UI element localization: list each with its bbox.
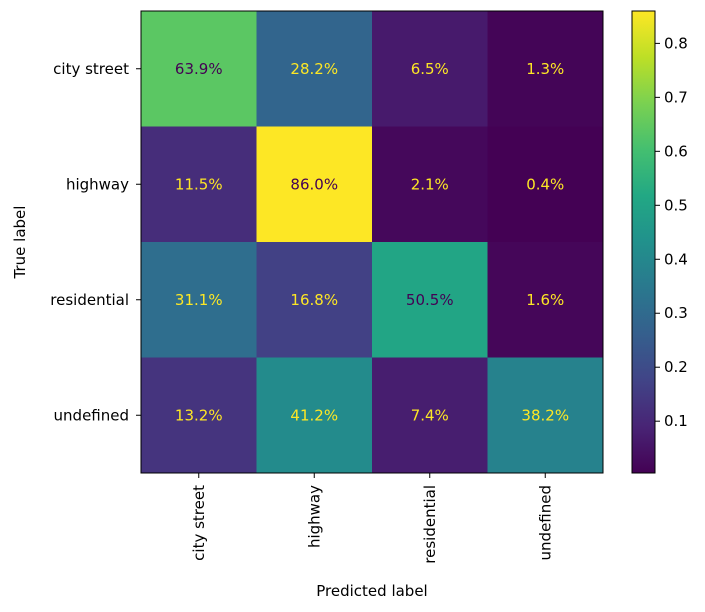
cell-value-label: 11.5% — [175, 175, 223, 193]
heatmap-cell — [372, 242, 488, 358]
heatmap-cell — [372, 126, 488, 243]
heatmap-cell — [487, 126, 604, 243]
x-tick-label: city street — [190, 485, 208, 561]
cell-value-label: 2.1% — [411, 175, 449, 193]
heatmap-cell — [487, 357, 604, 474]
colorbar-ticks: 0.1 0.2 0.3 0.4 0.5 0.6 0.7 0.8 — [655, 34, 688, 430]
heatmap-cell — [141, 126, 257, 243]
cell-value-label: 41.2% — [290, 406, 338, 424]
cell-value-label: 86.0% — [290, 175, 338, 193]
y-axis-ticks: city street highway residential undefined — [50, 60, 141, 424]
cell-value-label: 38.2% — [521, 406, 569, 424]
x-tick-label: highway — [305, 485, 323, 548]
heatmap-cell — [256, 11, 373, 127]
cell-value-label: 63.9% — [175, 60, 223, 78]
heatmap-cell — [487, 11, 604, 127]
cell-value-label: 28.2% — [290, 60, 338, 78]
cell-value-label: 50.5% — [406, 291, 454, 309]
x-axis-label: Predicted label — [316, 582, 427, 600]
colorbar-tick-label: 0.6 — [664, 142, 688, 160]
heatmap-cell — [141, 242, 257, 358]
colorbar-tick-label: 0.7 — [664, 88, 688, 106]
cell-value-label: 1.3% — [526, 60, 564, 78]
heatmap-cell — [256, 357, 373, 474]
y-tick-label: city street — [53, 60, 129, 78]
cell-value-label: 13.2% — [175, 406, 223, 424]
cell-value-label: 1.6% — [526, 291, 564, 309]
cell-value-label: 16.8% — [290, 291, 338, 309]
heatmap-cell — [372, 11, 488, 127]
cell-value-label: 7.4% — [411, 406, 449, 424]
x-tick-label: undefined — [536, 485, 554, 560]
cell-value-label: 0.4% — [526, 175, 564, 193]
colorbar-tick-label: 0.4 — [664, 250, 688, 268]
heatmap-cell — [372, 357, 488, 474]
x-axis-ticks: city street highway residential undefined — [190, 473, 554, 564]
heatmap-cell — [487, 242, 604, 358]
plot-frame — [140, 10, 604, 474]
heatmap-cell — [141, 357, 257, 474]
heatmap-cell — [256, 242, 373, 358]
colorbar-tick-label: 0.2 — [664, 358, 688, 376]
y-axis-label: True label — [11, 206, 29, 280]
heatmap-cells — [141, 11, 604, 474]
y-tick-label: residential — [50, 291, 129, 309]
colorbar-tick-label: 0.8 — [664, 34, 688, 52]
heatmap-cell — [141, 11, 257, 127]
cell-value-label: 6.5% — [411, 60, 449, 78]
cell-value-label: 31.1% — [175, 291, 223, 309]
cell-labels: 63.9% 28.2% 6.5% 1.3% 11.5% 86.0% 2.1% 0.4% 31.1… — [175, 60, 569, 425]
colorbar-tick-label: 0.5 — [664, 196, 688, 214]
colorbar-tick-label: 0.3 — [664, 304, 688, 322]
y-tick-label: undefined — [54, 406, 129, 424]
colorbar-frame — [631, 10, 656, 474]
colorbar-tick-label: 0.1 — [664, 412, 688, 430]
x-tick-label: residential — [421, 485, 439, 564]
y-tick-label: highway — [66, 175, 129, 193]
colorbar — [632, 11, 655, 473]
heatmap-cell — [256, 126, 373, 243]
